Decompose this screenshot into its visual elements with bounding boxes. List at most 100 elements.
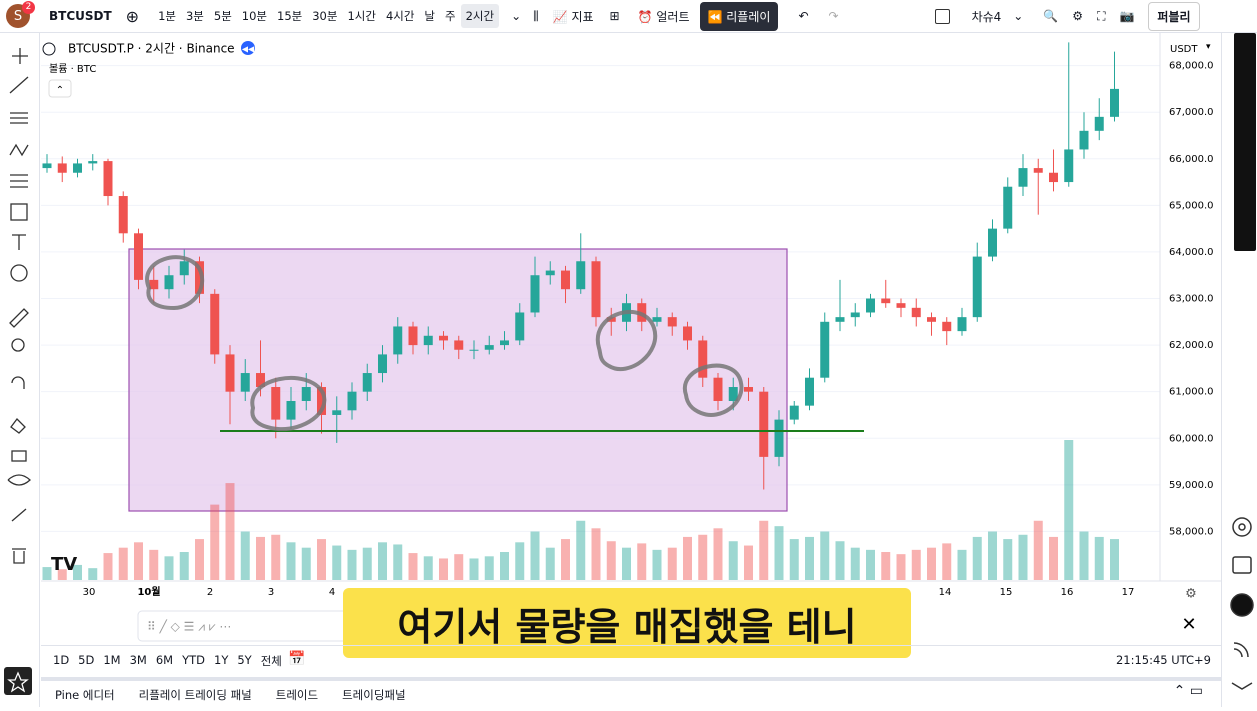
volume-bar	[728, 541, 738, 580]
interval[interactable]: 날	[424, 9, 436, 23]
svg-text:✕: ✕	[1181, 614, 1196, 635]
volume-bar	[195, 539, 204, 580]
volume-bar	[408, 553, 418, 580]
volume-bar	[622, 547, 631, 580]
tab[interactable]: Pine 에디터	[55, 688, 115, 702]
interval[interactable]: 1시간	[347, 9, 376, 23]
candle-body	[164, 275, 174, 290]
timeframe[interactable]: 1M	[103, 653, 121, 667]
timeframe[interactable]: 1Y	[214, 653, 229, 667]
alert[interactable]: ⏰ 얼러트	[637, 9, 690, 24]
timeframe[interactable]: 1D	[53, 653, 70, 667]
indicators[interactable]: 📈 지표	[552, 9, 594, 24]
volume-bar	[1033, 520, 1043, 580]
volume-bar	[1079, 531, 1089, 580]
interval[interactable]: 15분	[277, 9, 303, 23]
volume-bar	[134, 542, 143, 580]
candle-body	[484, 345, 494, 350]
svg-text:⌃: ⌃	[56, 85, 64, 96]
candle-body	[317, 387, 326, 415]
layout-name[interactable]: 차슈4	[971, 9, 1002, 24]
publish[interactable]: 퍼블리	[1148, 1, 1200, 31]
x-tick-label: 4	[329, 587, 335, 598]
candle-body	[332, 410, 342, 415]
volume-bar	[210, 504, 220, 580]
volume-bar	[103, 553, 113, 580]
right-sidebar	[1221, 33, 1257, 707]
candle-body	[195, 261, 204, 294]
y-tick-label: 65,000.0	[1169, 200, 1214, 211]
add-icon[interactable]: ⊕	[125, 6, 140, 26]
candle-body	[103, 161, 113, 197]
candle-body	[1003, 186, 1013, 229]
bottom-tabs: Pine 에디터 리플레이 트레이딩 패널 트레이드 트레이딩패널 ⌃ ▭	[41, 677, 1221, 707]
candle-body	[1079, 130, 1089, 150]
interval[interactable]: 3분	[185, 9, 204, 23]
symbol[interactable]: BTCUSDT	[49, 9, 112, 23]
interval[interactable]: 30분	[312, 9, 338, 23]
drawing-toolbar	[0, 33, 40, 707]
timeframe[interactable]: YTD	[182, 653, 205, 667]
timeframe[interactable]: 6M	[155, 653, 174, 667]
timeframe[interactable]: 5Y	[237, 653, 252, 667]
candle-body	[179, 261, 189, 276]
volume-legend: 볼륨 · BTC	[49, 63, 96, 75]
volume-bar	[637, 543, 647, 580]
candle-body	[972, 256, 982, 318]
volume-bar	[1049, 536, 1058, 580]
candle-body	[866, 298, 875, 313]
volume-bar	[820, 531, 830, 580]
float-toolbar: ⠿ ╱ ◇ ☰ ⩘ ⩗ ⋯	[137, 610, 389, 642]
tab[interactable]: 트레이딩패널	[342, 688, 406, 702]
tab[interactable]: 리플레이 트레이딩 패널	[138, 688, 252, 702]
candle-body	[118, 196, 128, 234]
volume-bar	[362, 547, 372, 580]
x-tick-label: 10월	[137, 586, 160, 598]
volume-bar	[759, 520, 769, 580]
interval[interactable]: 1분	[158, 9, 176, 23]
candle-body	[301, 387, 311, 401]
tab[interactable]: 트레이드	[275, 688, 319, 702]
tool-icons	[4, 48, 32, 695]
interval[interactable]: 5분	[213, 9, 232, 23]
candle-body	[1018, 168, 1028, 187]
volume-bar	[972, 536, 982, 580]
candle-body	[439, 335, 448, 341]
volume-bar	[1094, 536, 1104, 580]
candle-body	[423, 335, 433, 346]
volume-bar	[439, 558, 448, 580]
volume-bar	[1110, 539, 1119, 580]
candle-body	[73, 163, 82, 173]
interval[interactable]: 10분	[241, 9, 268, 23]
volume-bar	[667, 547, 677, 580]
timeframe[interactable]: 5D	[78, 653, 95, 667]
volume-bar	[454, 554, 464, 580]
timeframe[interactable]: 3M	[129, 653, 147, 667]
replay[interactable]: ⏪ 리플레이	[699, 1, 779, 31]
interval[interactable]: 주	[445, 9, 456, 23]
candle-body	[576, 261, 586, 290]
candle-body	[881, 298, 891, 304]
candle-body	[591, 261, 601, 318]
volume-bar	[240, 531, 250, 580]
volume-bar	[347, 549, 357, 580]
badge: 2	[22, 0, 35, 14]
candle-body	[57, 163, 67, 173]
y-tick-label: 59,000.0	[1169, 480, 1214, 491]
timeframe[interactable]: 전체	[260, 654, 282, 668]
candle-body	[561, 270, 570, 290]
candle-body	[927, 317, 936, 322]
currency: USDT	[1170, 44, 1198, 55]
volume-bar	[332, 545, 342, 580]
candle-body	[698, 340, 708, 378]
interval[interactable]: 4시간	[385, 9, 415, 23]
volume-bar	[1064, 440, 1074, 580]
interval[interactable]: 2시간	[460, 4, 500, 28]
volume-bar	[179, 552, 189, 580]
volume-bar	[500, 552, 509, 580]
volume-bar	[286, 542, 296, 580]
volume-bar	[789, 539, 799, 580]
volume-bar	[927, 547, 936, 580]
volume-bar	[698, 534, 708, 580]
x-tick-label: 30	[83, 587, 96, 598]
